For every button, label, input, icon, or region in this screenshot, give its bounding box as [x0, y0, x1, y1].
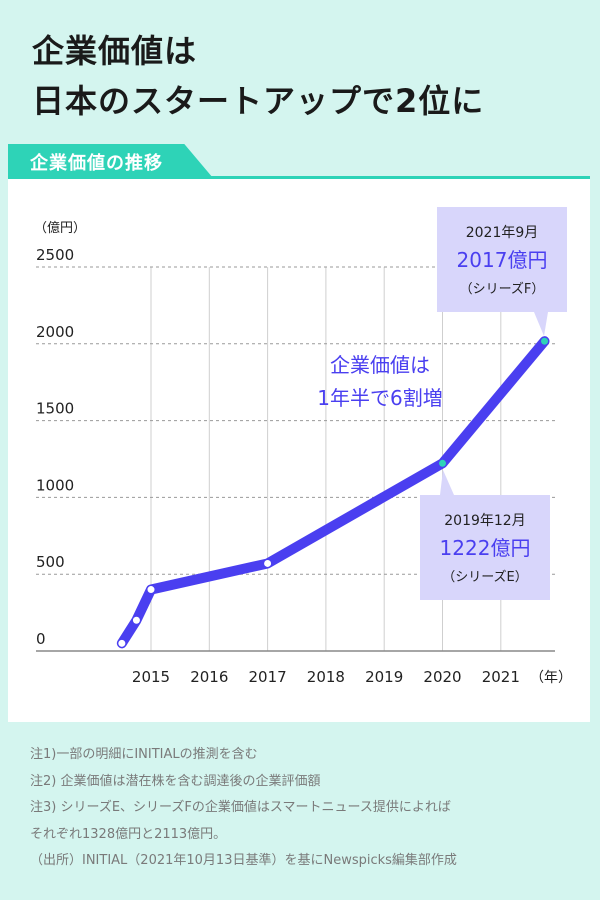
- y-tick-label: 2000: [36, 323, 74, 341]
- data-point: [147, 586, 155, 594]
- y-tick-label: 1500: [36, 400, 74, 418]
- headline-line1: 企業価値は: [32, 32, 198, 70]
- data-point: [541, 337, 549, 345]
- footnote-3: 注3) シリーズE、シリーズFの企業価値はスマートニュース提供によれば: [30, 800, 451, 815]
- callout-date: 2021年9月: [466, 225, 539, 241]
- y-tick-label: 2500: [36, 246, 74, 264]
- y-tick-label: 0: [36, 630, 46, 648]
- callout-box: [437, 207, 567, 312]
- x-tick-label: 2019: [365, 668, 403, 686]
- section-tab: [8, 144, 213, 178]
- callout-date: 2019年12月: [444, 513, 525, 529]
- callout-value: 1222億円: [440, 536, 531, 560]
- y-unit-label: （億円）: [34, 220, 86, 236]
- callout-series: （シリーズE）: [442, 569, 528, 585]
- annotation-line-1: 企業価値は: [330, 353, 430, 377]
- callout-box: [420, 495, 550, 600]
- footnote-source: （出所）INITIAL（2021年10月13日基準）を基にNewspicks編集…: [30, 853, 457, 868]
- section-tab-label: 企業価値の推移: [30, 153, 163, 174]
- callout-pointer: [534, 312, 548, 336]
- x-tick-label: 2017: [249, 668, 287, 686]
- footnotes: 注1)一部の明細にINITIALの推測を含む 注2) 企業価値は潜在株を含む調達…: [30, 742, 457, 875]
- x-tick-label: 2021: [482, 668, 520, 686]
- callout-series: （シリーズF）: [460, 281, 545, 297]
- footnote-2: 注2) 企業価値は潜在株を含む調達後の企業評価額: [30, 773, 321, 789]
- footnote-4: それぞれ1328億円と2113億円。: [30, 826, 227, 842]
- line-chart: 0 500 1000 1500 2000 2500 （億円） 2015 2016 2017 2018…: [34, 207, 572, 686]
- data-point: [264, 559, 272, 567]
- callout-pointer: [440, 470, 454, 495]
- data-point: [132, 616, 140, 624]
- x-tick-label: 2018: [307, 668, 345, 686]
- x-unit-label: （年）: [530, 670, 572, 686]
- x-tick-label: 2020: [423, 668, 461, 686]
- headline-line2: 日本のスタートアップで2位に: [32, 82, 485, 120]
- series-line: [116, 336, 550, 649]
- data-point: [118, 639, 126, 647]
- x-tick-label: 2015: [132, 668, 170, 686]
- y-tick-label: 1000: [36, 476, 74, 494]
- data-point: [439, 459, 446, 467]
- callout-value: 2017億円: [457, 248, 548, 272]
- headline: 企業価値は 日本のスタートアップで2位に: [32, 26, 484, 126]
- annotation-line-2: 1年半で6割増: [317, 386, 442, 410]
- x-tick-label: 2016: [190, 668, 228, 686]
- y-tick-label: 500: [36, 553, 65, 571]
- footnote-1: 注1)一部の明細にINITIALの推測を含む: [30, 747, 258, 762]
